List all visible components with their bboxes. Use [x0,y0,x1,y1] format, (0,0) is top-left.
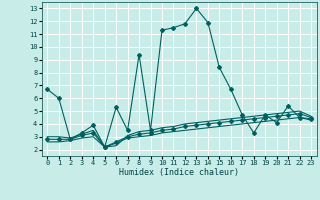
X-axis label: Humidex (Indice chaleur): Humidex (Indice chaleur) [119,168,239,177]
